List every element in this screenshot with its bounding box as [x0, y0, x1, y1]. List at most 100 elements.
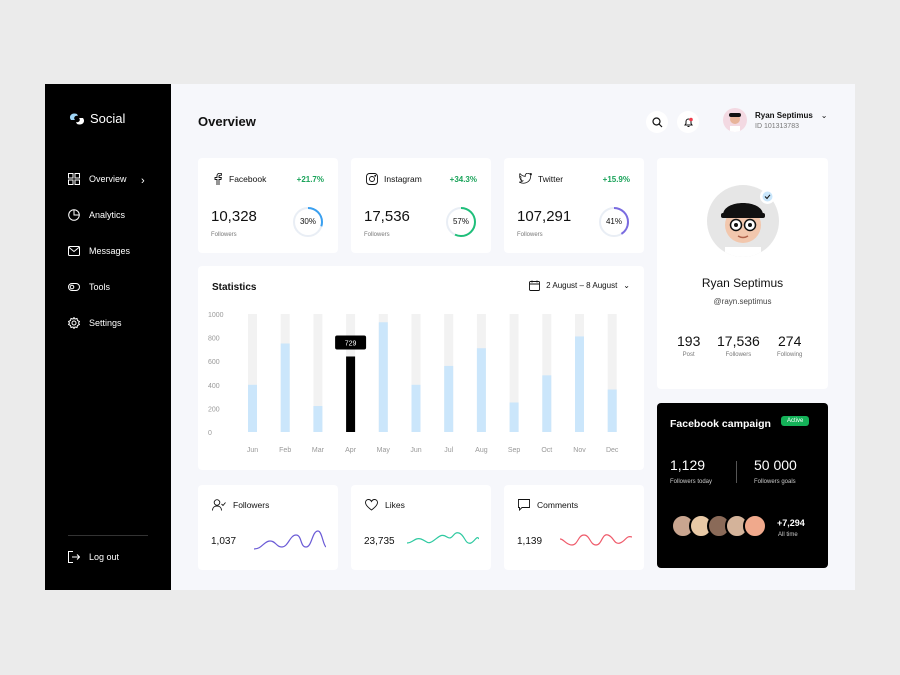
x-tick-label: Dec: [606, 447, 619, 454]
progress-ring: [599, 207, 629, 237]
user-menu[interactable]: Ryan Septimus ID 101313783 ⌄: [723, 108, 828, 132]
bar: [444, 365, 454, 432]
social-label: Followers: [211, 232, 237, 238]
x-tick-label: Jun: [247, 447, 258, 454]
comments-mini-card[interactable]: Comments 1,139: [504, 485, 644, 570]
bar-track: [411, 314, 421, 432]
progress-value: 41%: [605, 217, 622, 226]
statistics-bar-chart: 1000 800 600 400 200 0 Jun Feb Mar Apr 729 May Jun Ju…: [208, 312, 619, 454]
social-label: Followers: [364, 232, 390, 238]
app-name: Social: [90, 111, 126, 126]
bar: [346, 356, 356, 432]
profile-stat-following: 274 Following: [777, 333, 803, 358]
progress-ring: [446, 207, 476, 237]
facebook-card[interactable]: Facebook +21.7% 10,328 Followers 30%: [198, 158, 338, 253]
profile-stat-posts: 193 Post: [677, 333, 701, 358]
sparkline: [254, 530, 326, 550]
heart-icon: [365, 499, 378, 511]
y-tick-label: 600: [208, 359, 220, 366]
logout-icon: [68, 551, 80, 563]
likes-mini-card[interactable]: Likes 23,735: [351, 485, 491, 570]
y-tick-label: 400: [208, 383, 220, 390]
social-name: Instagram: [384, 174, 422, 184]
profile-name: Ryan Septimus: [701, 276, 784, 290]
followers-goal-value: 50 000: [754, 457, 797, 473]
grid-icon: [68, 173, 80, 185]
sidebar-item-label: Analytics: [89, 210, 126, 220]
page-title: Overview: [198, 114, 256, 129]
avatar: [743, 514, 767, 538]
gear-icon: [68, 317, 80, 329]
sparkline: [407, 532, 479, 544]
app-window: Social Overview › Analytics Messages Too…: [45, 84, 855, 590]
x-tick-label: Jun: [410, 447, 421, 454]
change-badge: +21.7%: [296, 175, 324, 184]
chevron-down-icon: ⌄: [623, 281, 630, 290]
sidebar-item-label: Messages: [89, 246, 131, 256]
avatar-stack: [671, 514, 767, 538]
instagram-card[interactable]: Instagram +34.3% 17,536 Followers 57%: [351, 158, 491, 253]
x-tick-label: Feb: [279, 447, 291, 454]
bar-track: [313, 314, 323, 432]
instagram-icon: [366, 173, 378, 185]
sidebar-item-analytics[interactable]: Analytics: [68, 209, 125, 221]
sidebar-item-label: Overview: [89, 174, 127, 184]
notifications-button[interactable]: [677, 111, 699, 133]
sidebar-item-settings[interactable]: Settings: [68, 317, 122, 329]
change-badge: +34.3%: [449, 175, 477, 184]
verified-icon: [762, 191, 773, 202]
mini-card-value: 1,139: [517, 536, 543, 547]
chevron-right-icon: ›: [141, 175, 145, 187]
progress-value: 57%: [452, 217, 469, 226]
followers-today-value: 1,129: [670, 457, 706, 473]
twitter-icon: [519, 173, 532, 184]
progress-ring: [293, 207, 323, 237]
mini-card-title: Followers: [233, 500, 270, 510]
mini-card-value: 1,037: [211, 536, 237, 547]
x-tick-label: Aug: [475, 447, 488, 454]
mini-card-title: Likes: [385, 500, 405, 510]
y-tick-label: 1000: [208, 312, 224, 319]
bar: [378, 322, 388, 432]
divider: [736, 461, 737, 483]
sparkline: [560, 534, 632, 546]
toggle-icon: [68, 283, 80, 291]
social-value: 10,328: [211, 208, 257, 225]
x-tick-label: Oct: [541, 447, 552, 454]
profile-stat-followers: 17,536 Followers: [717, 333, 760, 358]
facebook-campaign-card[interactable]: Facebook campaign Active 1,129 Followers…: [657, 403, 828, 568]
change-badge: +15.9%: [602, 175, 630, 184]
social-value: 107,291: [517, 208, 572, 225]
sidebar-item-messages[interactable]: Messages: [68, 245, 130, 257]
followers-today-label: Followers today: [670, 479, 713, 485]
search-icon: [651, 116, 662, 127]
calendar-icon: [529, 280, 541, 291]
twitter-card[interactable]: Twitter +15.9% 107,291 Followers 41%: [504, 158, 644, 253]
sidebar-divider: [68, 535, 148, 536]
x-tick-label: Apr: [345, 447, 357, 454]
logout-label: Log out: [89, 552, 120, 562]
logout-button[interactable]: Log out: [68, 551, 119, 563]
statistics-title: Statistics: [212, 282, 257, 293]
x-tick-label: Sep: [508, 447, 521, 454]
followers-goal-label: Followers goals: [754, 479, 796, 485]
app-logo[interactable]: Social: [68, 111, 125, 126]
bar-track: [248, 314, 257, 432]
social-value: 17,536: [364, 208, 410, 225]
y-tick-label: 800: [208, 336, 220, 343]
mini-card-title: Comments: [537, 500, 579, 510]
tooltip-value: 729: [345, 340, 357, 347]
logo-icon: [69, 112, 85, 125]
x-tick-label: Mar: [312, 447, 325, 454]
sidebar-item-tools[interactable]: Tools: [68, 281, 110, 293]
bar: [476, 348, 486, 432]
x-tick-label: May: [377, 447, 391, 454]
date-range-picker[interactable]: 2 August – 8 August ⌄: [529, 280, 630, 291]
sidebar-item-overview[interactable]: Overview: [68, 173, 127, 185]
status-badge: Active: [781, 416, 810, 426]
progress-value: 30%: [299, 217, 316, 226]
avatar: [723, 108, 747, 132]
sidebar: Social Overview › Analytics Messages Too…: [45, 84, 171, 590]
search-button[interactable]: [646, 111, 668, 133]
followers-mini-card[interactable]: Followers 1,037: [198, 485, 338, 570]
